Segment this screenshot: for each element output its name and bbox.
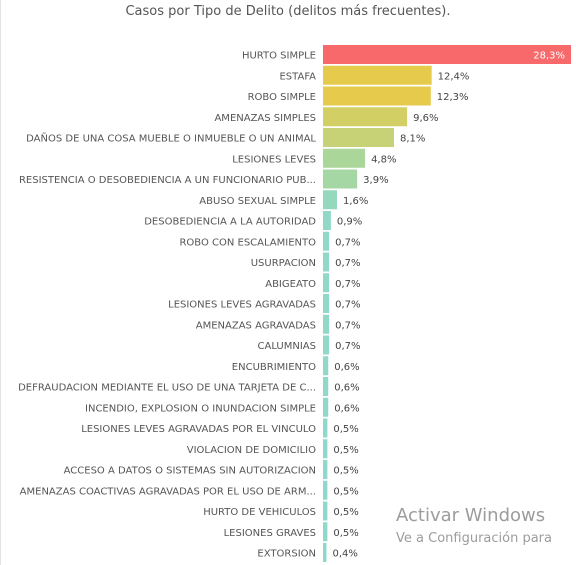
category-label: DEFRAUDACION MEDIANTE EL USO DE UNA TARJ… <box>18 383 316 394</box>
value-label: 0,7% <box>335 300 360 311</box>
category-label: LESIONES LEVES <box>232 154 316 165</box>
category-label: RESISTENCIA O DESOBEDIENCIA A UN FUNCION… <box>19 175 316 186</box>
bar[interactable] <box>323 273 330 293</box>
bar[interactable] <box>323 231 330 251</box>
value-label: 0,5% <box>333 424 358 435</box>
value-label: 0,7% <box>335 279 360 290</box>
value-label: 12,4% <box>438 71 470 82</box>
category-label: VIOLACION DE DOMICILIO <box>187 445 316 456</box>
value-label: 0,7% <box>335 320 360 331</box>
category-label: USURPACION <box>251 258 316 269</box>
bar[interactable] <box>323 460 328 479</box>
bar[interactable] <box>323 107 408 127</box>
category-label: ESTAFA <box>279 71 316 82</box>
category-label: INCENDIO, EXPLOSION O INUNDACION SIMPLE <box>85 403 316 414</box>
value-label: 8,1% <box>400 134 425 145</box>
bar[interactable] <box>323 480 328 500</box>
category-label: ROBO CON ESCALAMIENTO <box>179 237 316 248</box>
category-label: HURTO SIMPLE <box>242 51 316 62</box>
value-label: 1,6% <box>343 196 368 207</box>
bar[interactable] <box>323 86 431 106</box>
category-label: AMENAZAS SIMPLES <box>214 113 316 124</box>
category-label: DAÑOS DE UNA COSA MUEBLE O INMUEBLE O UN… <box>26 132 316 145</box>
value-label: 0,5% <box>333 486 358 497</box>
value-label: 28,3% <box>533 51 565 62</box>
value-label: 9,6% <box>413 113 438 124</box>
category-label: DESOBEDIENCIA A LA AUTORIDAD <box>144 217 316 228</box>
bar[interactable] <box>323 252 330 272</box>
value-label: 0,6% <box>334 403 359 414</box>
value-label: 0,7% <box>335 237 360 248</box>
bar[interactable] <box>323 190 338 210</box>
bar[interactable] <box>323 501 328 521</box>
bar[interactable] <box>323 128 394 147</box>
bar[interactable] <box>323 439 328 459</box>
bar[interactable] <box>323 397 329 417</box>
category-label: EXTORSION <box>257 549 316 560</box>
value-label: 0,6% <box>334 362 359 373</box>
category-label: LESIONES GRAVES <box>224 528 316 539</box>
category-label: HURTO DE VEHICULOS <box>203 507 316 518</box>
bar[interactable] <box>323 418 328 438</box>
category-label: ABIGEATO <box>265 279 316 290</box>
category-label: LESIONES LEVES AGRAVADAS <box>168 300 316 311</box>
category-label: AMENAZAS AGRAVADAS <box>196 320 316 331</box>
category-label: ENCUBRIMIENTO <box>232 362 316 373</box>
category-label: CALUMNIAS <box>258 341 316 352</box>
bar[interactable] <box>323 169 358 189</box>
value-label: 0,5% <box>333 466 358 477</box>
value-label: 0,4% <box>333 549 358 560</box>
category-label: AMENAZAS COACTIVAS AGRAVADAS POR EL USO … <box>20 486 316 497</box>
chart-title: Casos por Tipo de Delito (delitos más fr… <box>125 4 451 19</box>
bar[interactable] <box>323 335 330 355</box>
value-label: 0,6% <box>334 383 359 394</box>
category-label: LESIONES LEVES AGRAVADAS POR EL VINCULO <box>81 424 316 435</box>
windows-activation-subtitle: Ve a Configuración para <box>396 531 552 546</box>
category-label: ROBO SIMPLE <box>248 92 316 103</box>
value-label: 0,5% <box>333 445 358 456</box>
value-label: 4,8% <box>371 154 396 165</box>
bar[interactable] <box>323 45 571 64</box>
bar[interactable] <box>323 356 329 376</box>
bar[interactable] <box>323 377 329 396</box>
value-label: 0,5% <box>333 507 358 518</box>
value-label: 0,7% <box>335 258 360 269</box>
bar[interactable] <box>323 314 330 334</box>
category-label: ABUSO SEXUAL SIMPLE <box>199 196 316 207</box>
bar[interactable] <box>323 65 432 85</box>
value-label: 0,7% <box>335 341 360 352</box>
bar[interactable] <box>323 543 327 562</box>
category-label: ACCESO A DATOS O SISTEMAS SIN AUTORIZACI… <box>64 466 316 477</box>
bar[interactable] <box>323 148 366 168</box>
value-label: 3,9% <box>363 175 388 186</box>
bar[interactable] <box>323 522 328 542</box>
value-label: 12,3% <box>437 92 469 103</box>
windows-activation-title: Activar Windows <box>396 505 546 526</box>
value-label: 0,5% <box>333 528 358 539</box>
bar[interactable] <box>323 294 330 313</box>
bar[interactable] <box>323 211 331 230</box>
value-label: 0,9% <box>337 217 362 228</box>
